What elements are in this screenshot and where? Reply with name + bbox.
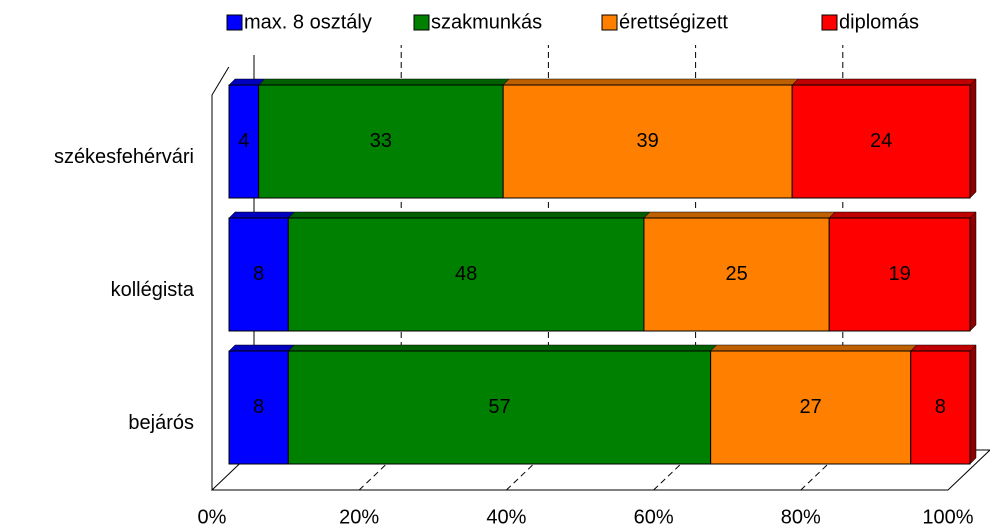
bar-top — [828, 211, 977, 219]
bar — [287, 217, 645, 332]
legend-swatch — [601, 14, 618, 31]
data-label: 33 — [370, 130, 392, 152]
x-tick-label: 60% — [634, 506, 674, 528]
data-label: 8 — [253, 263, 264, 285]
data-label: 48 — [455, 263, 477, 285]
legend-label: érettségizett — [619, 11, 728, 33]
bar-top — [228, 344, 295, 352]
y-tick-label: bejárós — [128, 412, 194, 434]
data-label: 39 — [637, 130, 659, 152]
bar — [228, 217, 289, 332]
x-tick-label: 40% — [486, 506, 526, 528]
x-tick-label: 0% — [198, 506, 227, 528]
bar-top — [228, 211, 295, 219]
data-label: 19 — [888, 263, 910, 285]
bar-top — [287, 211, 651, 219]
y-tick-label: székesfehérvári — [54, 146, 194, 168]
legend-label: max. 8 osztály — [244, 11, 372, 33]
x-tick-label: 80% — [781, 506, 821, 528]
bar-top — [502, 78, 799, 86]
bar-side — [969, 211, 977, 332]
bar — [228, 84, 260, 199]
bar — [710, 350, 912, 465]
bar — [258, 84, 504, 199]
x-tick-label: 100% — [922, 506, 973, 528]
y-tick-label: kollégista — [111, 279, 195, 301]
data-label: 4 — [238, 130, 249, 152]
bar-top — [791, 78, 977, 86]
bar-top — [643, 211, 836, 219]
bar — [502, 84, 793, 199]
legend-swatch — [226, 14, 243, 31]
bar — [910, 350, 971, 465]
legend-label: diplomás — [839, 11, 919, 33]
data-label: 8 — [935, 396, 946, 418]
bar — [791, 84, 971, 199]
bar-side — [969, 344, 977, 465]
legend-swatch — [821, 14, 838, 31]
legend-label: szakmunkás — [431, 11, 542, 33]
data-label: 8 — [253, 396, 264, 418]
bar-top — [287, 344, 718, 352]
bar-top — [710, 344, 918, 352]
bar — [828, 217, 971, 332]
bar — [228, 350, 289, 465]
legend-swatch — [413, 14, 430, 31]
data-label: 24 — [870, 130, 892, 152]
bar-side — [969, 78, 977, 199]
data-label: 27 — [800, 396, 822, 418]
bar-top — [258, 78, 510, 86]
bar-top — [910, 344, 977, 352]
bar — [287, 350, 712, 465]
data-label: 25 — [725, 263, 747, 285]
bar — [643, 217, 830, 332]
data-label: 57 — [488, 396, 510, 418]
x-tick-label: 20% — [339, 506, 379, 528]
